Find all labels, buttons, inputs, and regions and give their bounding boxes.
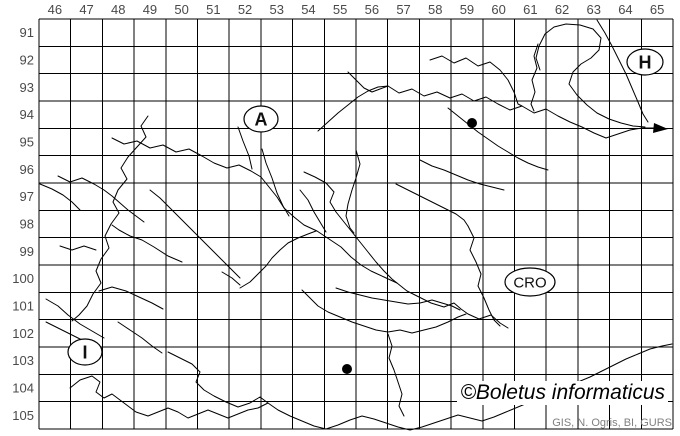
row-label: 103 [12,353,34,368]
country-ellipse [504,267,556,297]
river-line [467,225,501,327]
column-label: 56 [365,2,379,17]
river-line [317,85,389,132]
river-line [237,126,253,170]
river-line [387,333,405,417]
river-line [111,224,183,263]
column-label: 54 [301,2,315,17]
river-line [117,321,163,354]
river-line [419,159,505,191]
river-line [39,183,81,211]
river-line [59,245,97,251]
river-line [69,375,269,419]
column-label: 47 [79,2,93,17]
river-line [347,71,389,93]
country-ellipse [626,48,664,76]
river-line [335,287,461,311]
row-label: 92 [20,52,34,67]
column-label: 49 [143,2,157,17]
row-label: 93 [20,80,34,95]
row-label: 97 [20,189,34,204]
river-line [98,286,164,310]
attribution-text: GIS, N. Ogris, BI, GURS [552,417,672,429]
river-line [57,175,145,223]
column-label: 65 [650,2,664,17]
grid-lines [38,18,674,430]
river-line [239,230,317,289]
axis-labels: 46 47 48 49 50 51 52 53 54 55 56 57 58 59 60 61 62 63 64 65… [12,2,664,423]
river-line [303,171,398,284]
river-line [261,148,290,217]
row-label: 100 [12,271,34,286]
column-label: 48 [111,2,125,17]
column-label: 57 [396,2,410,17]
occurrence-dot[interactable] [342,364,352,374]
column-label: 53 [270,2,284,17]
river-line [299,189,327,233]
copyright-watermark: ©Boletus informaticus [457,381,668,405]
row-label: 95 [20,134,34,149]
row-label: 104 [12,380,34,395]
occurrence-dot[interactable] [467,118,477,128]
country-ellipse [243,105,279,133]
river-line [45,321,83,341]
river-line [395,183,469,227]
column-label: 60 [491,2,505,17]
row-label: 101 [12,298,34,313]
river-line [530,43,539,112]
river-line [387,85,655,139]
river-line [345,149,361,234]
column-label: 63 [587,2,601,17]
column-label: 55 [333,2,347,17]
occurrence-dots [342,118,477,374]
column-label: 59 [460,2,474,17]
column-label: 62 [555,2,569,17]
river-line [301,289,467,334]
row-label: 94 [20,107,34,122]
river-line [149,189,241,279]
river-line [221,271,241,286]
column-label: 50 [174,2,188,17]
river-line [71,115,149,322]
column-label: 52 [238,2,252,17]
river-line [429,55,523,107]
row-label: 105 [12,408,34,423]
country-letter: A [255,109,268,129]
country-letter: CRO [513,274,546,291]
row-label: 102 [12,326,34,341]
row-label: 99 [20,244,34,259]
country-letter: H [639,52,652,72]
row-label: 98 [20,216,34,231]
river-line [111,137,509,329]
river-line [447,107,549,171]
river-line [535,23,646,128]
column-label: 58 [428,2,442,17]
row-label: 96 [20,162,34,177]
column-label: 46 [48,2,62,17]
country-ellipse [67,338,103,366]
column-label: 61 [523,2,537,17]
row-label: 91 [20,25,34,40]
column-label: 51 [206,2,220,17]
country-labels: A H CRO I [67,48,664,366]
column-label: 64 [618,2,632,17]
country-letter: I [82,342,87,362]
